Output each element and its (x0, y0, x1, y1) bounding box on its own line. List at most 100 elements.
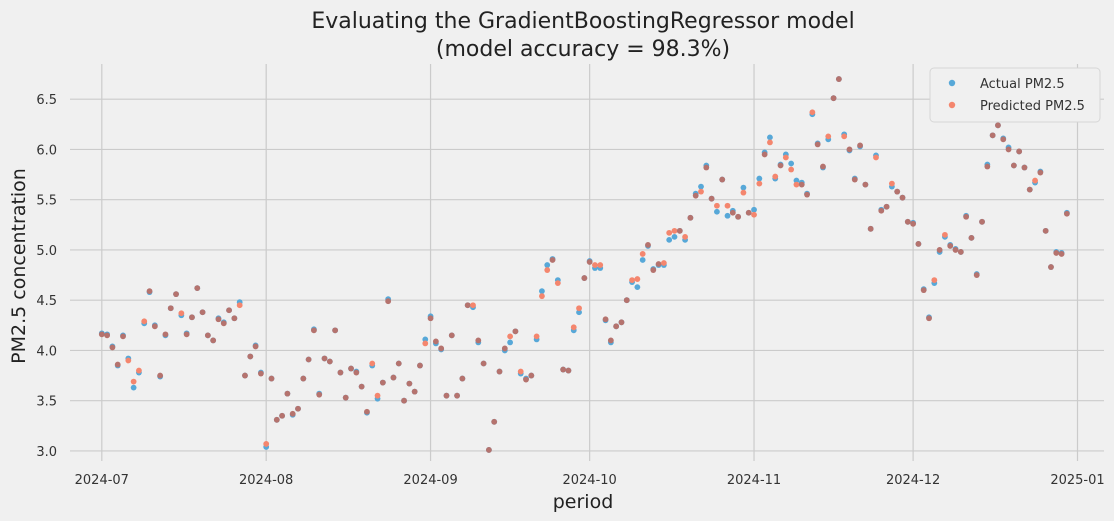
predicted-point (247, 353, 254, 360)
predicted-point (883, 203, 890, 210)
predicted-point (804, 191, 810, 198)
predicted-point (735, 213, 742, 220)
predicted-point (576, 305, 582, 312)
predicted-point (830, 95, 837, 102)
actual-point (666, 236, 673, 243)
predicted-point (814, 141, 821, 148)
predicted-point (273, 416, 280, 423)
predicted-point (252, 343, 259, 350)
actual-point (698, 183, 704, 190)
predicted-point (406, 380, 413, 387)
predicted-point (740, 189, 747, 196)
predicted-point (862, 181, 869, 188)
predicted-point (226, 307, 232, 314)
actual-point (576, 309, 582, 316)
predicted-point (904, 218, 911, 225)
predicted-point (873, 154, 879, 161)
predicted-point (1026, 186, 1033, 193)
predicted-point (501, 345, 508, 352)
predicted-point (183, 331, 190, 338)
predicted-point (835, 76, 842, 82)
predicted-point (1048, 264, 1054, 270)
actual-point (788, 160, 795, 167)
predicted-point (825, 133, 832, 140)
actual-point (751, 206, 757, 213)
legend: Actual PM2.5 Predicted PM2.5 (929, 67, 1101, 123)
predicted-point (204, 332, 211, 339)
predicted-point (417, 362, 423, 369)
predicted-point (698, 188, 704, 195)
predicted-point (167, 305, 174, 312)
predicted-point (162, 331, 169, 338)
predicted-point (353, 369, 360, 376)
predicted-point (634, 276, 641, 282)
predicted-point (724, 202, 731, 209)
predicted-point (263, 441, 270, 447)
predicted-point (915, 241, 922, 247)
chart-title: Evaluating the GradientBoostingRegressor… (311, 9, 854, 34)
predicted-point (321, 355, 328, 362)
predicted-point (623, 297, 630, 304)
predicted-point (411, 388, 418, 395)
predicted-point (857, 142, 863, 149)
predicted-point (586, 259, 593, 265)
predicted-point (756, 180, 763, 187)
predicted-point (1005, 146, 1012, 153)
predicted-point (136, 367, 142, 374)
predicted-point (141, 318, 148, 325)
predicted-point (1016, 148, 1023, 155)
predicted-point (687, 214, 694, 221)
predicted-point (364, 408, 370, 415)
x-tick-label: 2024-08 (239, 473, 293, 488)
predicted-point (98, 331, 105, 338)
predicted-point (947, 243, 954, 249)
x-tick-label: 2024-07 (75, 473, 129, 488)
predicted-point (798, 181, 805, 188)
predicted-point (841, 133, 848, 140)
predicted-point (104, 332, 111, 339)
predicted-point (1058, 251, 1065, 257)
actual-point (671, 233, 678, 240)
predicted-point (952, 247, 959, 253)
x-tick-label: 2025-01 (1050, 473, 1104, 488)
actual-point (724, 212, 731, 219)
predicted-point (300, 375, 307, 382)
predicted-point (597, 262, 604, 268)
y-tick-label: 4.5 (36, 294, 57, 309)
predicted-point (660, 260, 667, 266)
actual-point (740, 184, 747, 191)
predicted-point (719, 176, 726, 183)
y-tick-label: 3.5 (36, 395, 57, 410)
predicted-point (427, 315, 434, 322)
predicted-point (523, 376, 529, 383)
predicted-point (899, 194, 906, 201)
predicted-point (613, 323, 620, 330)
predicted-point (533, 333, 540, 340)
predicted-point (157, 372, 164, 379)
predicted-point (459, 375, 466, 382)
actual-point (544, 262, 551, 268)
predicted-point (745, 209, 752, 216)
predicted-point (894, 188, 901, 195)
predicted-point (178, 310, 185, 317)
y-tick-label: 6.0 (36, 143, 57, 158)
predicted-point (539, 293, 545, 300)
data-points (98, 76, 1070, 453)
predicted-point (114, 361, 121, 368)
predicted-point (602, 316, 609, 323)
predicted-point (1053, 250, 1060, 256)
predicted-point (645, 242, 651, 248)
predicted-point (220, 320, 227, 327)
predicted-point (629, 277, 635, 283)
actual-point (634, 284, 641, 291)
predicted-point (607, 337, 614, 344)
x-tick-label: 2024-12 (886, 473, 940, 488)
predicted-point (311, 327, 317, 334)
predicted-point (231, 315, 238, 322)
predicted-point (767, 139, 773, 146)
predicted-point (549, 257, 556, 263)
x-tick-label: 2024-09 (403, 473, 457, 488)
predicted-point (676, 227, 683, 234)
predicted-point (342, 394, 349, 401)
predicted-point (125, 357, 132, 364)
